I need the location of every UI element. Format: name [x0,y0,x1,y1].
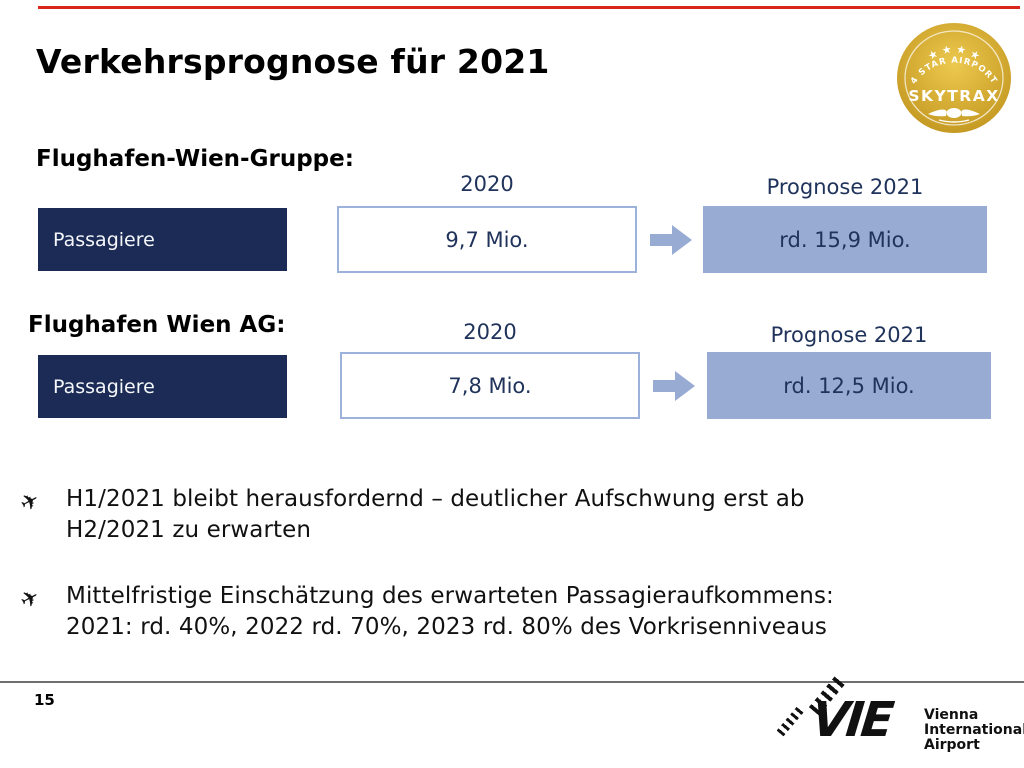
bullet-text: H1/2021 bleibt herausfordernd – deutlich… [66,484,805,546]
page-title: Verkehrsprognose für 2021 [36,42,550,81]
row-label-ag: Passagiere [53,375,155,398]
logo-word-line: Airport [924,737,980,753]
bottom-rule [0,681,1024,683]
section-heading-ag: Flughafen Wien AG: [28,312,286,338]
value-prognose-gruppe: rd. 15,9 Mio. [779,227,911,252]
value-prognose-ag: rd. 12,5 Mio. [783,373,915,398]
row-label-gruppe: Passagiere [53,228,155,251]
airplane-bullet-icon: ✈ [16,584,45,615]
value-2020-gruppe: 9,7 Mio. [445,227,529,252]
logo-tower-stripes-icon [776,704,806,737]
col-label-2020-gruppe: 2020 [460,172,514,196]
bullet-line: H1/2021 bleibt herausfordernd – deutlich… [66,486,805,512]
bullet-item-h1-2021: ✈ H1/2021 bleibt herausfordernd – deutli… [16,484,928,546]
logo-wordmark: Vienna International Airport [924,708,1024,753]
value-2020-box-ag: 7,8 Mio. [340,352,640,419]
logo-word-line: International [924,722,1024,738]
skytrax-badge: ★ ★ ★ ★ 4 STAR AIRPORT SKYTRAX [897,23,1011,133]
page-number: 15 [34,691,55,709]
badge-stars-icon: ★ ★ ★ ★ [926,43,983,63]
value-2020-box-gruppe: 9,7 Mio. [337,206,637,273]
row-label-box-gruppe: Passagiere [38,208,287,271]
arrow-right-icon [650,225,692,255]
bullet-line: Mittelfristige Einschätzung des erwartet… [66,583,834,609]
bullet-line: 2021: rd. 40%, 2022 rd. 70%, 2023 rd. 80… [66,614,827,640]
bullet-text: Mittelfristige Einschätzung des erwartet… [66,581,834,643]
airplane-bullet-icon: ✈ [16,487,45,518]
badge-wings-icon [928,108,980,123]
badge-inner-ring [904,30,1004,126]
value-prognose-box-ag: rd. 12,5 Mio. [707,352,991,419]
col-label-prognose-gruppe: Prognose 2021 [766,175,924,199]
badge-brand: SKYTRAX [908,87,999,105]
col-label-2020-ag: 2020 [463,320,517,344]
top-red-rule [38,6,1020,9]
value-prognose-box-gruppe: rd. 15,9 Mio. [703,206,987,273]
section-heading-gruppe: Flughafen-Wien-Gruppe: [36,146,354,172]
col-label-prognose-ag: Prognose 2021 [770,323,928,347]
badge-gold-circle [897,23,1011,133]
value-2020-ag: 7,8 Mio. [448,373,532,398]
logo-word-line: Vienna [924,707,979,723]
row-label-box-ag: Passagiere [38,355,287,418]
vienna-airport-logo: VIE Vienna International Airport [772,673,1024,762]
arrow-right-icon [653,371,695,401]
bullet-item-mittelfristig: ✈ Mittelfristige Einschätzung des erwart… [16,581,928,643]
bullet-line: H2/2021 zu erwarten [66,517,312,543]
logo-vie-letters: VIE [809,692,894,748]
